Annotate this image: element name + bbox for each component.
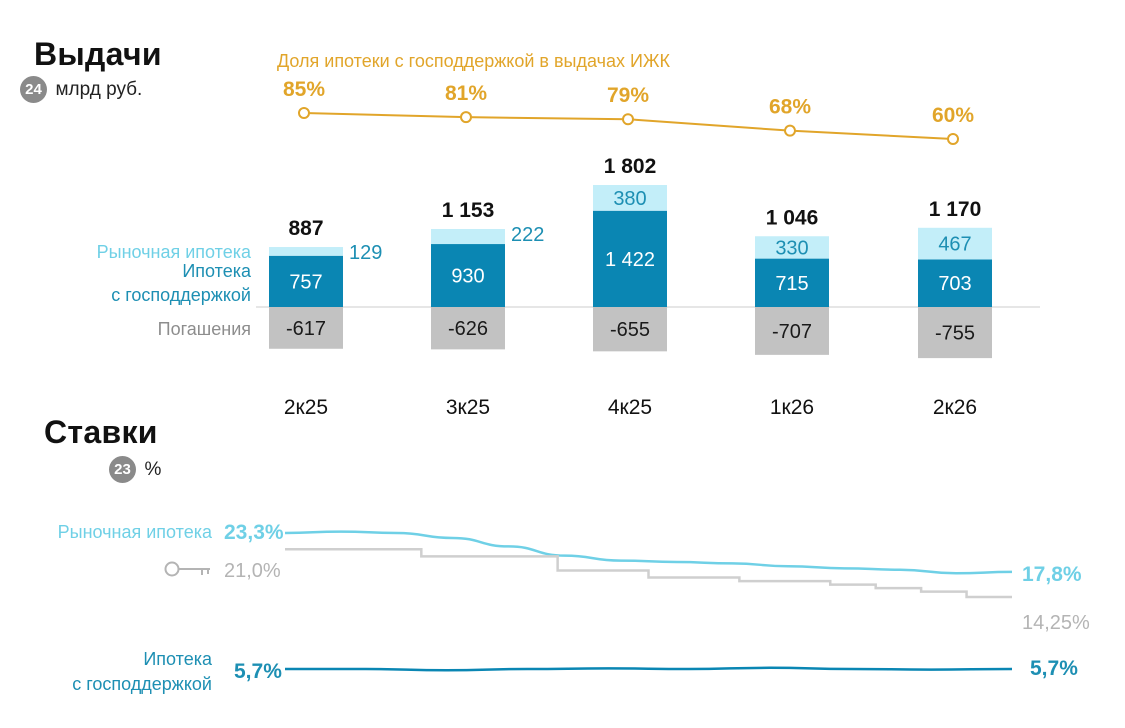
rates-unit-row: 23 % <box>109 456 161 483</box>
legend-repay: Погашения <box>158 319 251 339</box>
rates-title: Ставки <box>44 414 158 450</box>
bar-repay-label-1: -626 <box>448 318 488 340</box>
share-point-0 <box>298 107 310 119</box>
bar-gov-label-2: 1 422 <box>605 249 655 271</box>
bar-repay-label-3: -707 <box>772 321 812 343</box>
share-point-2 <box>622 113 634 126</box>
bar-repay-0 <box>269 307 343 349</box>
gov-rate-name-line2: с господдержкой <box>72 674 212 694</box>
category-label-4: 2к26 <box>933 396 977 419</box>
category-label-2: 4к25 <box>608 396 652 419</box>
bar-market-label-0: 129 <box>349 242 382 264</box>
share-point-1 <box>460 111 472 124</box>
issuance-unit: млрд руб. <box>55 78 143 100</box>
bar-market-1 <box>431 229 505 245</box>
gov-rate-line <box>285 666 1013 672</box>
bar-total-label-3: 1 046 <box>766 206 819 229</box>
bar-market-label-4: 467 <box>938 234 971 256</box>
rates-badge: 23 <box>109 456 136 483</box>
market-rate-start: 23,3% <box>224 521 284 544</box>
bar-total-label-2: 1 802 <box>604 155 657 178</box>
bar-market-0 <box>269 247 343 256</box>
issuance-unit-row: 24 млрд руб. <box>20 76 142 103</box>
bar-repay-2 <box>593 307 667 352</box>
bar-gov-0 <box>269 255 343 307</box>
share-label-4: 60% <box>932 104 974 127</box>
market-rate-line <box>284 530 1013 575</box>
key-rate-start: 21,0% <box>224 560 281 582</box>
bar-gov-3 <box>755 258 829 307</box>
bar-repay-3 <box>755 307 829 355</box>
legend-gov-line1: Ипотека <box>182 261 252 281</box>
bar-gov-label-0: 757 <box>289 271 322 293</box>
bar-market-label-3: 330 <box>775 237 808 259</box>
bar-gov-label-1: 930 <box>451 266 484 288</box>
rates-unit: % <box>144 458 162 480</box>
bar-market-3 <box>755 236 829 259</box>
category-label-3: 1к26 <box>770 396 814 419</box>
market-rate-name: Рыночная ипотека <box>58 522 213 542</box>
bar-repay-label-2: -655 <box>610 319 650 341</box>
bar-gov-label-3: 715 <box>775 273 808 295</box>
share-line-title: Доля ипотеки с господдержкой в выдачах И… <box>277 51 671 71</box>
key-icon <box>164 561 180 577</box>
bar-total-label-0: 887 <box>288 217 323 240</box>
issuance-badge: 24 <box>20 76 47 103</box>
share-point-4 <box>947 133 959 145</box>
legend-market: Рыночная ипотека <box>97 242 252 262</box>
bar-market-label-2: 380 <box>613 188 646 210</box>
bar-repay-label-0: -617 <box>286 318 326 340</box>
bar-market-2 <box>593 185 667 211</box>
key-rate-line <box>285 548 1012 599</box>
key-rate-end: 14,25% <box>1022 612 1090 634</box>
share-label-1: 81% <box>445 82 487 105</box>
gov-rate-end: 5,7% <box>1030 657 1078 680</box>
gov-rate-name-line1: Ипотека <box>143 649 213 669</box>
bar-gov-label-4: 703 <box>938 273 971 295</box>
share-label-2: 79% <box>607 84 649 107</box>
share-label-3: 68% <box>769 96 811 119</box>
bar-market-label-1: 222 <box>511 224 544 246</box>
legend-gov-line2: с господдержкой <box>111 285 251 305</box>
issuance-title: Выдачи <box>34 36 162 72</box>
bar-gov-2 <box>593 210 667 307</box>
category-label-1: 3к25 <box>446 396 490 419</box>
gov-rate-start: 5,7% <box>234 660 282 683</box>
bar-repay-4 <box>918 307 992 359</box>
bar-total-label-4: 1 170 <box>929 198 982 221</box>
key-icon-shaft <box>178 568 210 575</box>
bar-repay-label-4: -755 <box>935 323 975 345</box>
bar-market-4 <box>918 227 992 260</box>
share-label-0: 85% <box>283 78 325 101</box>
bar-repay-1 <box>431 307 505 350</box>
market-rate-end: 17,8% <box>1022 563 1082 586</box>
bar-total-label-1: 1 153 <box>442 199 495 222</box>
share-point-3 <box>784 124 796 137</box>
bar-gov-1 <box>431 244 505 307</box>
category-label-0: 2к25 <box>284 396 328 419</box>
bar-gov-4 <box>918 259 992 307</box>
